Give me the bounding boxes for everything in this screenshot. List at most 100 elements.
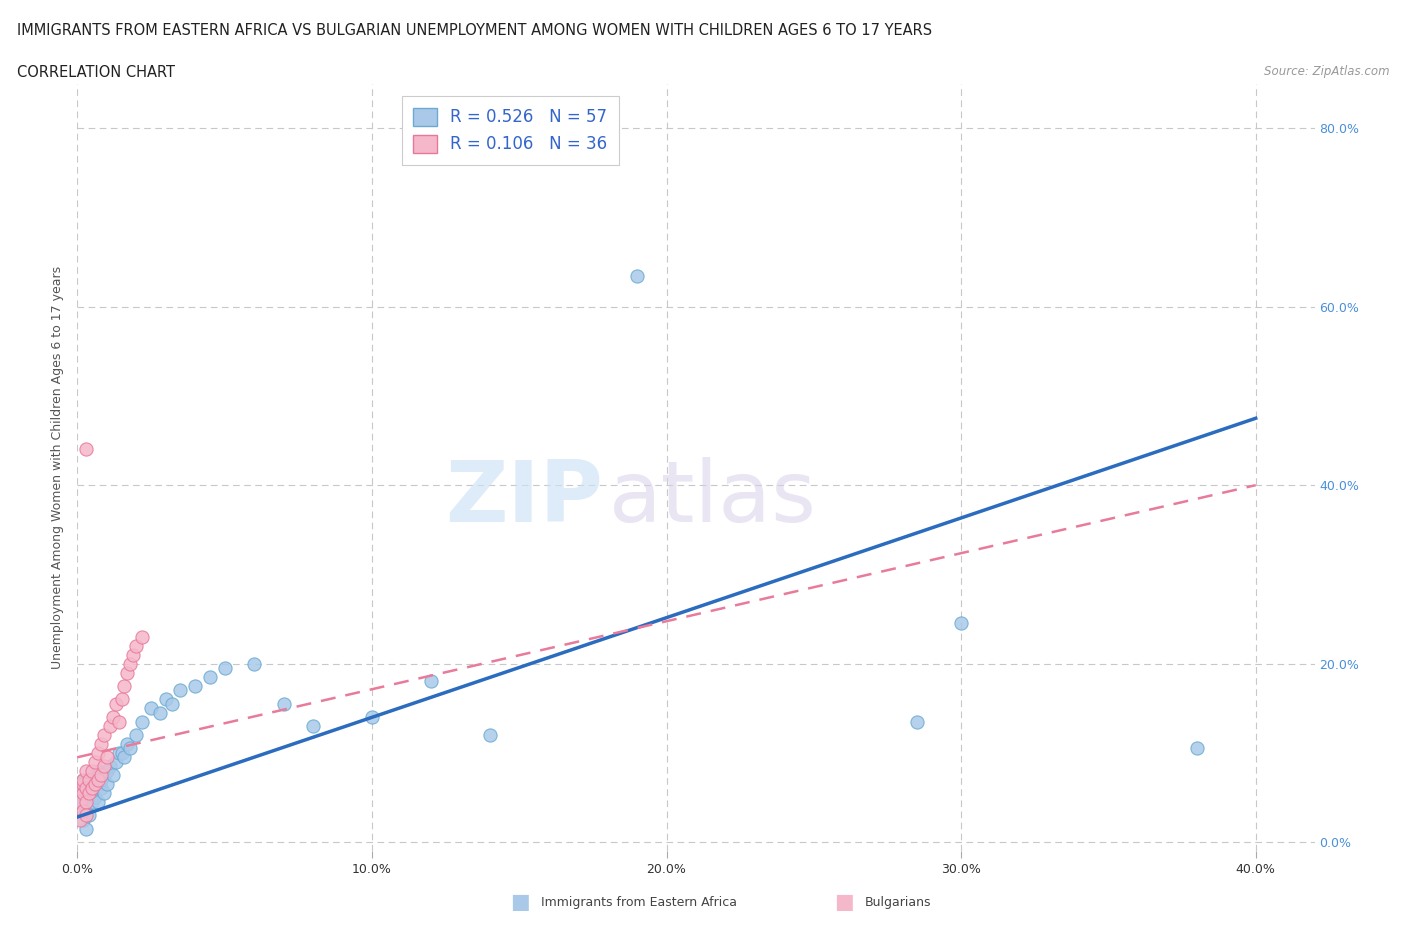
- Point: [69, 786, 91, 801]
- Point: [80, 772, 103, 787]
- Point: [93, 759, 115, 774]
- Point: [84, 767, 107, 782]
- Point: [478, 727, 501, 742]
- Point: [125, 727, 148, 742]
- Point: [114, 750, 136, 764]
- Point: [131, 630, 153, 644]
- Point: [75, 794, 97, 809]
- Point: [149, 705, 172, 720]
- Point: [75, 781, 97, 796]
- Point: [1185, 741, 1208, 756]
- Point: [72, 777, 94, 791]
- Point: [75, 790, 97, 804]
- Point: [80, 764, 103, 778]
- Point: [69, 781, 91, 796]
- Point: [72, 772, 94, 787]
- Point: [72, 812, 94, 827]
- Point: [72, 786, 94, 801]
- Point: [361, 710, 384, 724]
- Point: [69, 777, 91, 791]
- Point: [160, 697, 183, 711]
- Point: [125, 638, 148, 653]
- Point: [120, 741, 142, 756]
- Point: [77, 777, 100, 791]
- Point: [104, 754, 127, 769]
- Point: [120, 657, 142, 671]
- Text: CORRELATION CHART: CORRELATION CHART: [17, 65, 174, 80]
- Point: [104, 697, 127, 711]
- Point: [90, 737, 112, 751]
- Point: [75, 764, 97, 778]
- Point: [80, 794, 103, 809]
- Point: [117, 665, 139, 680]
- Point: [243, 657, 266, 671]
- Point: [69, 799, 91, 814]
- Text: Source: ZipAtlas.com: Source: ZipAtlas.com: [1264, 65, 1389, 78]
- Point: [84, 754, 107, 769]
- Point: [198, 670, 221, 684]
- Point: [114, 679, 136, 694]
- Point: [69, 812, 91, 827]
- Point: [77, 786, 100, 801]
- Text: atlas: atlas: [609, 457, 817, 539]
- Point: [122, 647, 145, 662]
- Point: [117, 737, 139, 751]
- Point: [87, 764, 110, 778]
- Point: [184, 679, 207, 694]
- Point: [90, 767, 112, 782]
- Point: [75, 804, 97, 818]
- Y-axis label: Unemployment Among Women with Children Ages 6 to 17 years: Unemployment Among Women with Children A…: [51, 266, 65, 669]
- Point: [96, 764, 118, 778]
- Point: [107, 745, 129, 760]
- Point: [93, 786, 115, 801]
- Text: Bulgarians: Bulgarians: [865, 896, 931, 909]
- Point: [155, 692, 177, 707]
- Point: [101, 767, 124, 782]
- Point: [77, 808, 100, 823]
- Point: [110, 692, 132, 707]
- Point: [302, 719, 325, 734]
- Point: [75, 808, 97, 823]
- Point: [98, 759, 121, 774]
- Point: [87, 772, 110, 787]
- Point: [72, 794, 94, 809]
- Point: [80, 781, 103, 796]
- Point: [273, 697, 295, 711]
- Point: [75, 821, 97, 836]
- Point: [84, 781, 107, 796]
- Point: [77, 772, 100, 787]
- Point: [905, 714, 928, 729]
- Text: ■: ■: [510, 892, 530, 912]
- Point: [139, 701, 162, 716]
- Point: [84, 777, 107, 791]
- Point: [80, 781, 103, 796]
- Point: [75, 442, 97, 457]
- Point: [75, 772, 97, 787]
- Point: [69, 794, 91, 809]
- Point: [110, 745, 132, 760]
- Point: [950, 616, 973, 631]
- Point: [77, 786, 100, 801]
- Text: IMMIGRANTS FROM EASTERN AFRICA VS BULGARIAN UNEMPLOYMENT AMONG WOMEN WITH CHILDR: IMMIGRANTS FROM EASTERN AFRICA VS BULGAR…: [17, 23, 932, 38]
- Point: [72, 772, 94, 787]
- Point: [93, 727, 115, 742]
- Point: [98, 719, 121, 734]
- Text: Immigrants from Eastern Africa: Immigrants from Eastern Africa: [541, 896, 737, 909]
- Point: [96, 750, 118, 764]
- Text: ZIP: ZIP: [446, 457, 603, 539]
- Point: [90, 772, 112, 787]
- Point: [84, 790, 107, 804]
- Point: [72, 804, 94, 818]
- Point: [214, 660, 236, 675]
- Point: [107, 714, 129, 729]
- Point: [72, 781, 94, 796]
- Point: [87, 794, 110, 809]
- Point: [169, 683, 191, 698]
- Text: ■: ■: [834, 892, 853, 912]
- Point: [90, 781, 112, 796]
- Point: [87, 777, 110, 791]
- Point: [131, 714, 153, 729]
- Point: [101, 710, 124, 724]
- Point: [419, 674, 441, 689]
- Point: [87, 745, 110, 760]
